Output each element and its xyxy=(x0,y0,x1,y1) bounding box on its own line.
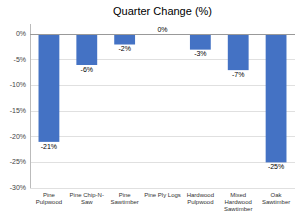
bar xyxy=(190,34,211,49)
title: Quarter Change (%) xyxy=(113,5,212,17)
y-tick-label: 0% xyxy=(16,30,26,37)
x-tick-label: HardwoodPulpwood xyxy=(187,192,214,205)
data-label: -6% xyxy=(81,66,93,73)
data-label: 0% xyxy=(157,26,167,33)
x-tick-label: Pine Ply Logs xyxy=(144,192,181,198)
x-tick-label: PinePulpwood xyxy=(36,192,62,205)
data-label: -3% xyxy=(194,50,206,57)
grid-line xyxy=(30,136,295,137)
bar xyxy=(266,34,287,162)
grid-line xyxy=(30,188,295,189)
x-tick-label: OakSawtimber xyxy=(262,192,290,205)
y-tick-label: -15% xyxy=(10,107,26,114)
bars xyxy=(39,34,287,162)
x-tick-label: MixedHardwoodSawtimber xyxy=(224,192,252,212)
bar xyxy=(76,34,97,65)
data-label: -25% xyxy=(268,163,284,170)
grid-line xyxy=(30,34,295,35)
chart-svg: 0% -5% -10% -15% -20% -25% -30% -21% -6% -2% 0% -3%… xyxy=(0,0,300,218)
x-tick-label: PineSawtimber xyxy=(110,192,138,205)
bar xyxy=(39,34,60,142)
y-tick-label: -10% xyxy=(10,81,26,88)
grid-line xyxy=(30,85,295,86)
bar xyxy=(228,34,249,70)
grid-line xyxy=(30,162,295,163)
chart-container: 0% -5% -10% -15% -20% -25% -30% -21% -6% -2% 0% -3%… xyxy=(0,0,300,218)
bar xyxy=(114,34,135,44)
grid-line xyxy=(30,111,295,112)
y-axis-line xyxy=(30,24,31,188)
y-tick-label: -25% xyxy=(10,158,26,165)
data-label: -7% xyxy=(232,71,244,78)
grid-line xyxy=(30,59,295,60)
y-tick-label: -30% xyxy=(10,184,26,191)
data-label: -21% xyxy=(41,143,57,150)
grid xyxy=(30,34,295,188)
y-tick-label: -20% xyxy=(10,133,26,140)
y-tick-label: -5% xyxy=(14,56,26,63)
data-label: -2% xyxy=(118,45,130,52)
zero-line xyxy=(30,34,295,35)
x-tick-label: Pine Chip-N-Saw xyxy=(70,192,104,205)
